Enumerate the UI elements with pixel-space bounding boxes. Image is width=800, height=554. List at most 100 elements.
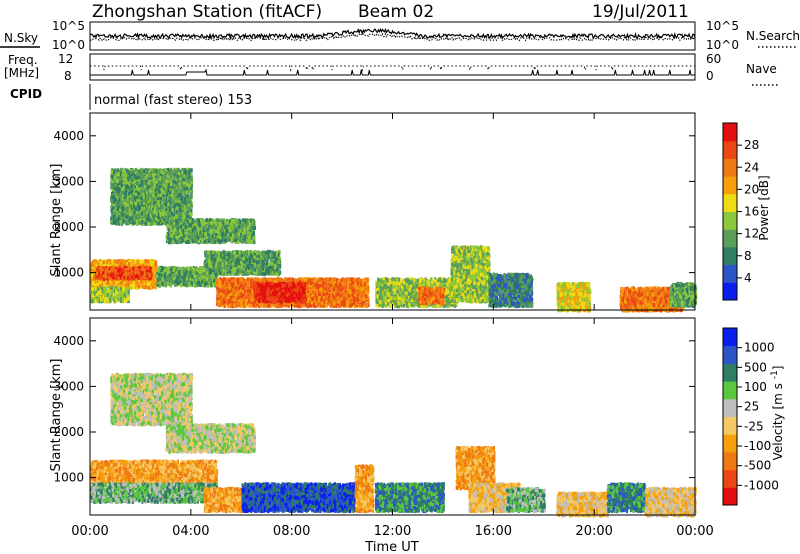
nsky-tick-bottom: 10^0 — [52, 38, 85, 52]
scatter-cell — [96, 298, 99, 302]
scatter-cell — [90, 279, 93, 284]
scatter-cell — [172, 268, 175, 272]
scatter-cell — [121, 299, 124, 303]
scatter-cell — [90, 271, 93, 276]
nave-label: Nave — [746, 62, 777, 76]
scatter-cell — [186, 277, 189, 281]
scatter-cell — [127, 297, 130, 301]
scatter-cell — [110, 291, 113, 295]
scatter-cell — [106, 297, 109, 302]
scatter-cell — [137, 263, 140, 267]
scatter-cell — [96, 282, 99, 287]
scatter-cell — [174, 283, 177, 287]
scatter-cell — [103, 282, 106, 286]
nsky-label: N.Sky — [4, 31, 38, 45]
scatter-cell — [91, 293, 94, 298]
scatter-cell — [111, 262, 114, 267]
scatter-cell — [151, 275, 154, 279]
scatter-cell — [142, 263, 145, 268]
scatter-cell — [155, 265, 158, 269]
scatter-cell — [109, 264, 112, 268]
scatter-cell — [99, 284, 102, 288]
scatter-cell — [150, 263, 153, 267]
scatter-cell — [117, 259, 120, 263]
scatter-cell — [134, 284, 137, 288]
scatter-cell — [132, 272, 135, 276]
scatter-cell — [112, 282, 115, 287]
scatter-cell — [169, 283, 172, 288]
scatter-cell — [134, 264, 137, 268]
scatter-cell — [103, 288, 106, 292]
scatter-cell — [166, 282, 169, 286]
scatter-cell — [145, 266, 148, 271]
scatter-cell — [117, 262, 120, 267]
scatter-cell — [131, 285, 134, 290]
freq-label: Freq. — [8, 53, 38, 67]
scatter-cell — [191, 275, 194, 279]
scatter-cell — [147, 286, 151, 290]
scatter-cell — [91, 299, 94, 304]
nsearch-tick-top: 10^5 — [706, 19, 739, 33]
scatter-cell — [94, 280, 97, 284]
scatter-cell — [153, 283, 156, 288]
scatter-cell — [208, 278, 211, 282]
scatter-cell — [144, 261, 147, 265]
scatter-cell — [108, 259, 111, 263]
freq-tick-top: 12 — [58, 52, 73, 66]
scatter-cell — [170, 280, 173, 284]
scatter-cell — [117, 282, 121, 286]
scatter-cell — [197, 270, 201, 274]
scatter-cell — [104, 299, 107, 304]
scatter-cell — [139, 260, 143, 264]
scatter-cell — [186, 281, 189, 285]
scatter-cell — [113, 263, 116, 268]
scatter-cell — [99, 266, 102, 271]
scatter-cell — [185, 270, 188, 275]
nave-tick-bottom: 0 — [706, 69, 714, 83]
scatter-cell — [126, 262, 129, 266]
scatter-cell — [105, 284, 108, 288]
freq-trace — [90, 68, 695, 76]
scatter-cell — [106, 281, 109, 286]
scatter-cell — [125, 288, 128, 292]
scatter-cell — [201, 283, 204, 287]
scatter-cell — [99, 274, 102, 279]
scatter-cell — [122, 274, 125, 278]
scatter-cell — [100, 261, 103, 266]
scatter-cell — [141, 266, 144, 271]
nsearch-label: N.Search — [746, 29, 800, 43]
scatter-cell — [149, 284, 152, 289]
scatter-cell — [153, 279, 157, 283]
scatter-cell — [110, 286, 113, 291]
scatter-cell — [140, 283, 143, 288]
scatter-cell — [105, 279, 108, 283]
scatter-cell — [143, 281, 146, 286]
scatter-cell — [129, 274, 132, 278]
scatter-cell — [92, 275, 95, 279]
scatter-cell — [118, 268, 121, 272]
scatter-cell — [156, 274, 159, 278]
nsearch-tick-bottom: 10^0 — [706, 38, 739, 52]
scatter-cell — [124, 271, 128, 276]
scatter-cell — [151, 278, 154, 283]
scatter-cell — [124, 298, 127, 303]
scatter-cell — [119, 262, 122, 266]
scatter-cell — [148, 266, 151, 271]
scatter-cell — [94, 298, 97, 303]
scatter-cell — [152, 260, 155, 264]
scatter-cell — [121, 260, 124, 265]
scatter-cell — [148, 281, 151, 286]
scatter-cell — [113, 272, 116, 277]
scatter-cell — [129, 258, 132, 263]
scatter-cell — [127, 280, 130, 284]
scatter-cell — [92, 281, 95, 285]
scatter-cell — [143, 285, 146, 290]
scatter-cell — [144, 281, 148, 286]
scatter-cell — [129, 280, 132, 285]
scatter-cell — [125, 291, 129, 296]
scatter-cell — [111, 280, 114, 285]
freq-tick-bottom: 8 — [64, 69, 72, 83]
scatter-cell — [99, 280, 102, 285]
scatter-cell — [188, 267, 191, 271]
